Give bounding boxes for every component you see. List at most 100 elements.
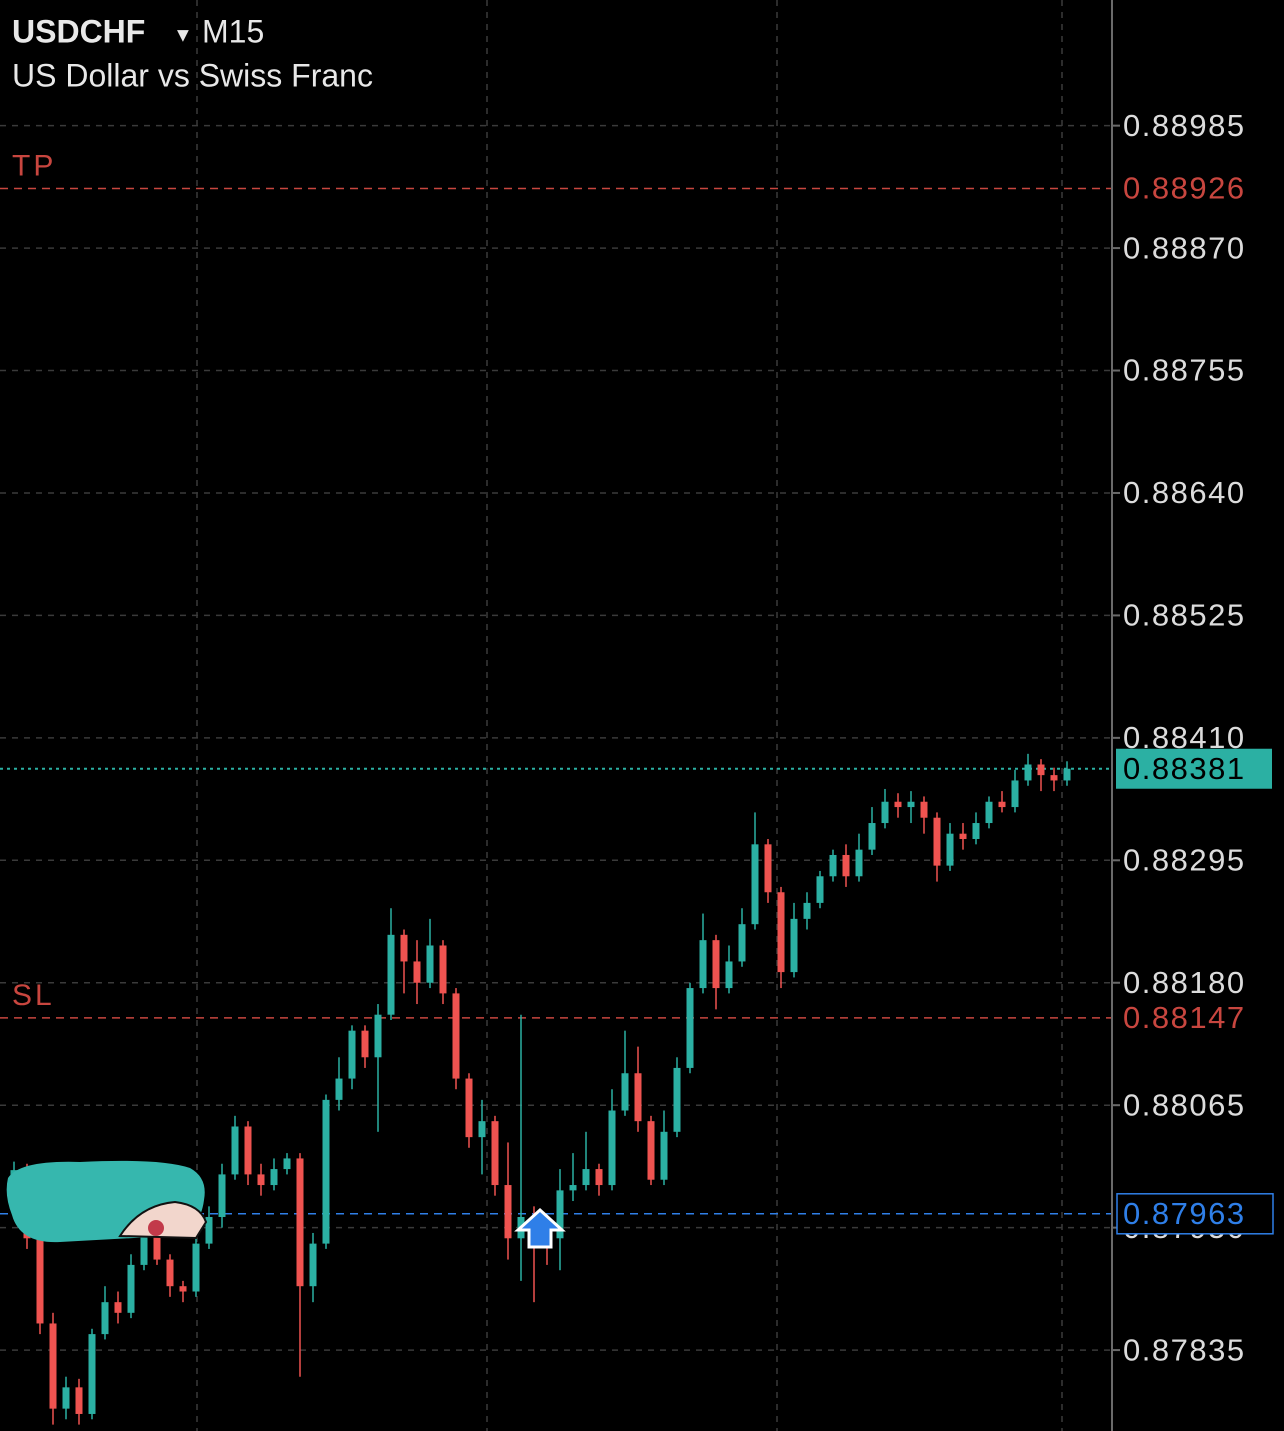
candle-body bbox=[933, 817, 941, 866]
candle-body bbox=[920, 801, 928, 818]
candle-body bbox=[101, 1302, 109, 1335]
candle-body bbox=[62, 1387, 70, 1409]
candle-body bbox=[946, 833, 954, 866]
current-price-box bbox=[1116, 748, 1272, 789]
overlay-sticker bbox=[6, 1160, 208, 1243]
candle-body bbox=[764, 844, 772, 893]
y-tick-label: 0.88985 bbox=[1123, 108, 1246, 143]
candle-body bbox=[270, 1169, 278, 1186]
candle-body bbox=[595, 1169, 603, 1186]
candle-body bbox=[140, 1227, 148, 1265]
candle-body bbox=[296, 1158, 304, 1287]
candle-body bbox=[465, 1078, 473, 1138]
candle-body bbox=[426, 945, 434, 983]
candle-body bbox=[400, 934, 408, 962]
candle-body bbox=[829, 854, 837, 877]
y-tick-label: 0.88180 bbox=[1123, 965, 1246, 1000]
candle-body bbox=[699, 940, 707, 989]
candle-body bbox=[985, 801, 993, 824]
candle-body bbox=[738, 924, 746, 962]
candle-body bbox=[478, 1121, 486, 1138]
candle-body bbox=[959, 833, 967, 840]
candle-body bbox=[335, 1078, 343, 1100]
candle-body bbox=[114, 1302, 122, 1313]
candle-body bbox=[803, 902, 811, 919]
overlay-face bbox=[118, 1200, 208, 1240]
candle-body bbox=[153, 1227, 161, 1260]
candle-body bbox=[166, 1259, 174, 1287]
y-tick-label: 0.88065 bbox=[1123, 1087, 1246, 1122]
candle-body bbox=[1063, 768, 1071, 781]
entry-box bbox=[1116, 1193, 1274, 1235]
candle-body bbox=[283, 1158, 291, 1170]
candle-body bbox=[582, 1169, 590, 1186]
candle-body bbox=[842, 854, 850, 877]
y-tick-label: 0.87835 bbox=[1123, 1332, 1246, 1367]
candle-body bbox=[686, 988, 694, 1068]
candle-body bbox=[452, 993, 460, 1079]
candle-body bbox=[634, 1073, 642, 1122]
header: USDCHF ▼ M15 US Dollar vs Swiss Franc bbox=[12, 13, 373, 93]
candle-body bbox=[348, 1030, 356, 1079]
candle-body bbox=[608, 1110, 616, 1186]
price-axis: 0.889850.888700.887550.886400.885250.884… bbox=[1112, 108, 1276, 1367]
candle-body bbox=[868, 823, 876, 850]
current-price-label: 0.88381 bbox=[1123, 751, 1246, 786]
candle-body bbox=[192, 1243, 200, 1292]
candle-body bbox=[660, 1131, 668, 1180]
timeframe[interactable]: M15 bbox=[202, 13, 264, 49]
candle-body bbox=[998, 801, 1006, 808]
candle-body bbox=[894, 801, 902, 808]
y-tick-label: 0.88640 bbox=[1123, 475, 1246, 510]
y-tick-label: 0.88755 bbox=[1123, 353, 1246, 388]
symbol[interactable]: USDCHF bbox=[12, 13, 145, 49]
candle-body bbox=[569, 1185, 577, 1191]
candle-body bbox=[322, 1099, 330, 1244]
candle-body bbox=[972, 823, 980, 840]
candle-body bbox=[413, 961, 421, 983]
candle-body bbox=[1024, 764, 1032, 781]
candle-body bbox=[621, 1073, 629, 1111]
candle-body bbox=[491, 1121, 499, 1186]
candle-body bbox=[816, 876, 824, 903]
candle-body bbox=[1050, 775, 1058, 781]
y-tick-label: 0.88870 bbox=[1123, 230, 1246, 265]
candle-body bbox=[127, 1264, 135, 1313]
candle-body bbox=[361, 1030, 369, 1058]
candle-body bbox=[725, 961, 733, 989]
candle-body bbox=[231, 1126, 239, 1175]
buy-arrow bbox=[514, 1207, 566, 1249]
candle-body bbox=[179, 1286, 187, 1292]
symbol-dropdown-icon[interactable]: ▼ bbox=[173, 24, 193, 46]
level-label-bg bbox=[1116, 1000, 1276, 1035]
candle-body bbox=[777, 892, 785, 973]
level-name: TP bbox=[12, 149, 56, 182]
level-label-bg bbox=[1116, 171, 1276, 206]
candles bbox=[10, 753, 1071, 1425]
level-price: 0.88926 bbox=[1123, 171, 1246, 206]
candle-body bbox=[556, 1190, 564, 1239]
candle-body bbox=[881, 801, 889, 824]
level-price: 0.88147 bbox=[1123, 1000, 1246, 1035]
candle-body bbox=[257, 1174, 265, 1186]
candle-body bbox=[907, 801, 915, 808]
candle-body bbox=[855, 849, 863, 877]
candle-body bbox=[374, 1014, 382, 1058]
level-name: SL bbox=[12, 979, 55, 1012]
y-tick-label: 0.88295 bbox=[1123, 842, 1246, 877]
candle-body bbox=[205, 1216, 213, 1244]
y-tick-label: 0.88525 bbox=[1123, 598, 1246, 633]
candle-body bbox=[1011, 780, 1019, 808]
candle-body bbox=[790, 918, 798, 973]
candle-body bbox=[218, 1174, 226, 1217]
candle-body bbox=[387, 934, 395, 1015]
entry-price-label: 0.87963 bbox=[1123, 1196, 1246, 1231]
overlay-eye bbox=[148, 1220, 164, 1236]
candle-body bbox=[75, 1387, 83, 1414]
candle-body bbox=[1037, 764, 1045, 776]
chart-title: US Dollar vs Swiss Franc bbox=[12, 57, 373, 93]
candle-body bbox=[244, 1126, 252, 1175]
candle-body bbox=[439, 945, 447, 994]
